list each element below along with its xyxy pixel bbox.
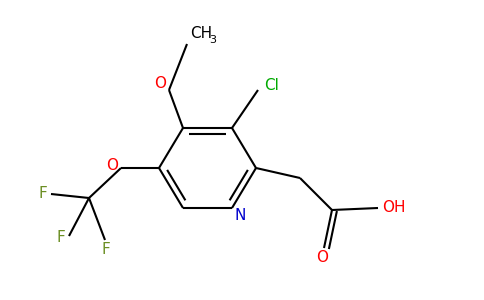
Text: N: N [234, 208, 246, 224]
Text: F: F [39, 185, 47, 200]
Text: Cl: Cl [265, 77, 279, 92]
Text: 3: 3 [209, 35, 216, 45]
Text: O: O [154, 76, 166, 91]
Text: O: O [106, 158, 118, 173]
Text: CH: CH [190, 26, 212, 41]
Text: F: F [102, 242, 110, 256]
Text: O: O [316, 250, 328, 265]
Text: F: F [57, 230, 65, 244]
Text: OH: OH [382, 200, 406, 215]
